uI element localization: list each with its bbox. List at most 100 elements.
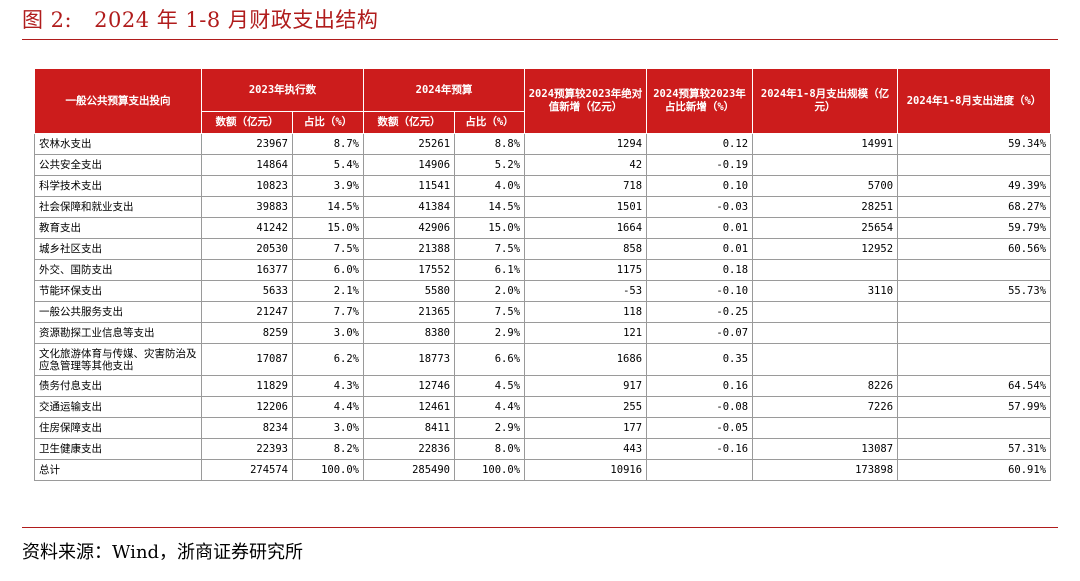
cell-amount-2023: 20530 <box>201 238 293 260</box>
cell-share-2023: 7.5% <box>291 238 365 260</box>
cell-amount-2023: 10823 <box>201 175 293 197</box>
header-share-2024: 占比（%） <box>454 111 526 134</box>
cell-progress: 60.91% <box>897 459 1052 481</box>
cell-progress: 57.31% <box>897 438 1052 460</box>
header-amount-2024: 数额（亿元） <box>363 111 456 134</box>
cell-category: 节能环保支出 <box>34 280 202 302</box>
cell-share-2024: 8.0% <box>454 438 526 460</box>
cell-share-change: -0.08 <box>646 396 754 418</box>
table-row: 卫生健康支出 22393 8.2% 22836 8.0% 443 -0.16 13087 57.… <box>34 438 1052 460</box>
figure-title-text: 2024 年 1-8 月财政支出结构 <box>94 8 379 32</box>
cell-amount-2024: 21388 <box>363 238 456 260</box>
cell-share-2023: 4.4% <box>291 396 365 418</box>
cell-category: 住房保障支出 <box>34 417 202 439</box>
cell-share-2023: 100.0% <box>291 459 365 481</box>
cell-progress: 57.99% <box>897 396 1052 418</box>
cell-amount-2023: 11829 <box>201 375 293 397</box>
cell-share-2023: 8.2% <box>291 438 365 460</box>
cell-scale <box>752 154 899 176</box>
cell-share-2024: 4.5% <box>454 375 526 397</box>
cell-share-2023: 14.5% <box>291 196 365 218</box>
table-row: 农林水支出 23967 8.7% 25261 8.8% 1294 0.12 14991 59.3… <box>34 133 1052 155</box>
table-row: 城乡社区支出 20530 7.5% 21388 7.5% 858 0.01 12952 60.5… <box>34 238 1052 260</box>
cell-scale <box>752 322 899 344</box>
cell-amount-2024: 11541 <box>363 175 456 197</box>
cell-category: 农林水支出 <box>34 133 202 155</box>
cell-share-change: 0.01 <box>646 238 754 260</box>
cell-share-2023: 3.9% <box>291 175 365 197</box>
cell-amount-2024: 18773 <box>363 343 456 376</box>
cell-progress: 49.39% <box>897 175 1052 197</box>
cell-category: 卫生健康支出 <box>34 438 202 460</box>
cell-progress <box>897 417 1052 439</box>
cell-amount-2024: 12746 <box>363 375 456 397</box>
cell-share-change: 0.18 <box>646 259 754 281</box>
cell-category: 外交、国防支出 <box>34 259 202 281</box>
cell-amount-2023: 17087 <box>201 343 293 376</box>
cell-share-change: -0.16 <box>646 438 754 460</box>
cell-share-change: 0.12 <box>646 133 754 155</box>
header-category: 一般公共预算支出投向 <box>34 68 202 134</box>
cell-share-2023: 3.0% <box>291 417 365 439</box>
cell-share-change: -0.05 <box>646 417 754 439</box>
cell-share-2024: 6.1% <box>454 259 526 281</box>
cell-category: 资源勘探工业信息等支出 <box>34 322 202 344</box>
cell-abs-change: 1501 <box>524 196 648 218</box>
table-row: 交通运输支出 12206 4.4% 12461 4.4% 255 -0.08 7226 57.9… <box>34 396 1052 418</box>
cell-scale <box>752 343 899 376</box>
cell-amount-2024: 41384 <box>363 196 456 218</box>
cell-scale <box>752 301 899 323</box>
table-row: 外交、国防支出 16377 6.0% 17552 6.1% 1175 0.18 <box>34 259 1052 281</box>
cell-abs-change: 255 <box>524 396 648 418</box>
cell-share-2024: 2.0% <box>454 280 526 302</box>
cell-share-2023: 15.0% <box>291 217 365 239</box>
fiscal-expenditure-table: 一般公共预算支出投向 2023年执行数 2024年预算 2024预算较2023年… <box>34 68 1052 481</box>
header-progress: 2024年1-8月支出进度（%） <box>897 68 1052 134</box>
cell-amount-2024: 12461 <box>363 396 456 418</box>
cell-share-2024: 14.5% <box>454 196 526 218</box>
cell-share-2024: 6.6% <box>454 343 526 376</box>
cell-scale: 8226 <box>752 375 899 397</box>
cell-amount-2024: 42906 <box>363 217 456 239</box>
header-exec-2023: 2023年执行数 <box>200 68 365 112</box>
cell-abs-change: 718 <box>524 175 648 197</box>
table-row: 文化旅游体育与传媒、灾害防治及应急管理等其他支出 17087 6.2% 18773 6.… <box>34 343 1052 376</box>
table-row: 一般公共服务支出 21247 7.7% 21365 7.5% 118 -0.25 <box>34 301 1052 323</box>
cell-share-2024: 7.5% <box>454 301 526 323</box>
cell-abs-change: 10916 <box>524 459 648 481</box>
cell-abs-change: 118 <box>524 301 648 323</box>
cell-scale <box>752 417 899 439</box>
cell-progress: 68.27% <box>897 196 1052 218</box>
cell-progress: 59.79% <box>897 217 1052 239</box>
cell-share-2023: 3.0% <box>291 322 365 344</box>
cell-amount-2024: 17552 <box>363 259 456 281</box>
cell-category: 科学技术支出 <box>34 175 202 197</box>
cell-scale: 7226 <box>752 396 899 418</box>
cell-share-change: 0.16 <box>646 375 754 397</box>
cell-share-2024: 7.5% <box>454 238 526 260</box>
cell-amount-2023: 8259 <box>201 322 293 344</box>
cell-share-2024: 4.4% <box>454 396 526 418</box>
cell-share-2023: 8.7% <box>291 133 365 155</box>
header-share-change: 2024预算较2023年占比新增（%） <box>646 68 754 134</box>
table-row: 教育支出 41242 15.0% 42906 15.0% 1664 0.01 25654 59.… <box>34 217 1052 239</box>
cell-abs-change: 121 <box>524 322 648 344</box>
cell-scale: 5700 <box>752 175 899 197</box>
cell-amount-2023: 8234 <box>201 417 293 439</box>
title-rule <box>22 39 1058 40</box>
cell-category: 交通运输支出 <box>34 396 202 418</box>
cell-share-2024: 2.9% <box>454 417 526 439</box>
cell-share-2023: 7.7% <box>291 301 365 323</box>
cell-scale: 173898 <box>752 459 899 481</box>
cell-share-change: -0.10 <box>646 280 754 302</box>
cell-share-change: 0.10 <box>646 175 754 197</box>
cell-amount-2023: 16377 <box>201 259 293 281</box>
cell-scale: 12952 <box>752 238 899 260</box>
cell-amount-2024: 285490 <box>363 459 456 481</box>
cell-category: 文化旅游体育与传媒、灾害防治及应急管理等其他支出 <box>34 343 202 376</box>
cell-share-2023: 5.4% <box>291 154 365 176</box>
header-budget-2024: 2024年预算 <box>363 68 526 112</box>
cell-progress <box>897 343 1052 376</box>
cell-abs-change: 443 <box>524 438 648 460</box>
cell-amount-2024: 8380 <box>363 322 456 344</box>
